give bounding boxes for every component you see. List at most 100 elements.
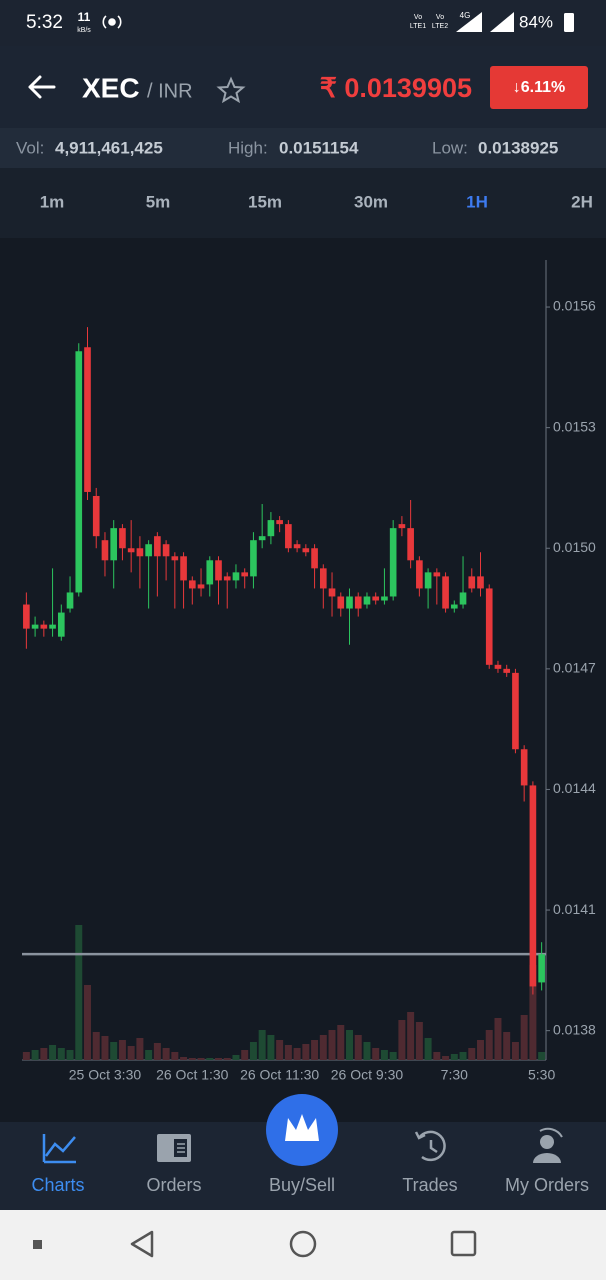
charts-icon	[42, 1134, 76, 1164]
nav-label[interactable]: My Orders	[505, 1175, 589, 1195]
volume-bar	[520, 1015, 528, 1060]
volume-bar	[293, 1048, 301, 1060]
net-label: LTE1	[410, 23, 426, 30]
candle-body	[162, 544, 170, 557]
volume-bar	[206, 1058, 214, 1060]
candle-body	[250, 540, 257, 577]
candle-body	[23, 604, 30, 629]
battery-level: 84%	[519, 12, 553, 31]
timeframe-tab[interactable]: 1H	[466, 192, 488, 211]
candle-body	[267, 520, 275, 537]
my-orders-icon	[533, 1127, 563, 1163]
volume-bar	[215, 1058, 222, 1060]
candle-body	[145, 544, 152, 557]
candle-body	[311, 548, 318, 569]
volume-bar	[188, 1058, 196, 1060]
favorite-button[interactable]	[216, 76, 246, 104]
signal-icon	[490, 12, 514, 32]
volume-bar	[380, 1050, 388, 1060]
nav-label[interactable]: Trades	[402, 1175, 457, 1195]
x-tick-label: 25 Oct 3:30	[69, 1067, 142, 1083]
volume-bar	[415, 1022, 423, 1060]
candle-body	[119, 528, 126, 549]
timeframe-tab[interactable]: 30m	[354, 192, 388, 211]
volume-bar	[22, 1052, 30, 1060]
trades-icon	[414, 1130, 446, 1162]
volume-bar	[477, 1040, 484, 1060]
volume-bar	[424, 1038, 432, 1060]
volume-bar	[127, 1046, 135, 1060]
nav-label[interactable]: Charts	[31, 1175, 84, 1195]
timeframe-tab[interactable]: 1m	[40, 192, 65, 211]
candle-body	[468, 576, 476, 589]
volume-bar	[49, 1045, 57, 1060]
candle-body	[40, 624, 48, 629]
nav-label[interactable]: Buy/Sell	[269, 1175, 335, 1195]
candle-body	[180, 556, 187, 581]
net-label: 4G	[460, 11, 471, 20]
system-nav	[0, 1210, 606, 1280]
timeframe-tab[interactable]: 5m	[146, 192, 171, 211]
volume-bar	[57, 1048, 65, 1060]
y-tick-label: 0.0156	[553, 298, 596, 314]
candle-body	[529, 785, 537, 987]
volume-bar	[197, 1058, 205, 1060]
volume-bar	[398, 1020, 406, 1060]
timeframe-tab[interactable]: 2H	[571, 192, 593, 211]
volume-bar	[354, 1035, 362, 1060]
volume-bar	[31, 1050, 39, 1060]
candle-body	[136, 548, 144, 557]
system-recents[interactable]	[450, 1230, 477, 1257]
candle-body	[110, 528, 118, 561]
y-tick-label: 0.0138	[553, 1021, 596, 1037]
buy-sell-icon	[285, 1114, 319, 1141]
y-tick-label: 0.0144	[553, 780, 596, 796]
y-tick-label: 0.0153	[553, 418, 596, 434]
candle-body	[293, 544, 301, 549]
timeframe-tab[interactable]: 15m	[248, 192, 282, 211]
candle-body	[398, 524, 406, 529]
volume-bar	[180, 1057, 188, 1060]
volume-bar	[433, 1052, 441, 1060]
stat-label: Low:	[432, 138, 468, 157]
candle-body	[197, 584, 205, 589]
candle-body	[424, 572, 432, 589]
candle-body	[223, 576, 231, 581]
clock: 5:32	[26, 12, 63, 33]
stat-value: 0.0138925	[478, 138, 558, 157]
candle-body	[232, 572, 240, 581]
candle-body	[127, 548, 135, 553]
volume-bar	[171, 1052, 179, 1060]
candle-body	[520, 749, 528, 786]
candle-body	[372, 596, 380, 601]
volume-bar	[249, 1042, 257, 1060]
back-button[interactable]	[28, 75, 56, 99]
candle-body	[188, 580, 196, 589]
change-badge	[490, 66, 588, 109]
stat-label: Vol:	[16, 138, 44, 157]
candle-body	[485, 588, 493, 665]
system-back[interactable]	[130, 1230, 154, 1258]
volume-bar	[450, 1054, 458, 1060]
candle-body	[319, 568, 327, 589]
candle-body	[215, 560, 222, 581]
signal-icon	[456, 12, 482, 32]
volume-bar	[337, 1025, 345, 1060]
candle-body	[57, 612, 65, 637]
system-dot	[33, 1240, 42, 1249]
candle-body	[381, 596, 388, 601]
volume-bar	[267, 1035, 275, 1060]
candle-body	[433, 572, 441, 577]
volume-bar	[84, 985, 91, 1060]
candle-body	[477, 576, 484, 589]
candle-body	[450, 604, 458, 609]
candle-body	[328, 588, 336, 597]
candle-body	[389, 528, 397, 597]
chart-area	[0, 238, 606, 1122]
system-home[interactable]	[289, 1230, 317, 1258]
candle-body	[285, 524, 292, 549]
volume-bar	[407, 1012, 415, 1060]
volume-bar	[319, 1035, 327, 1060]
nav-label[interactable]: Orders	[146, 1175, 201, 1195]
